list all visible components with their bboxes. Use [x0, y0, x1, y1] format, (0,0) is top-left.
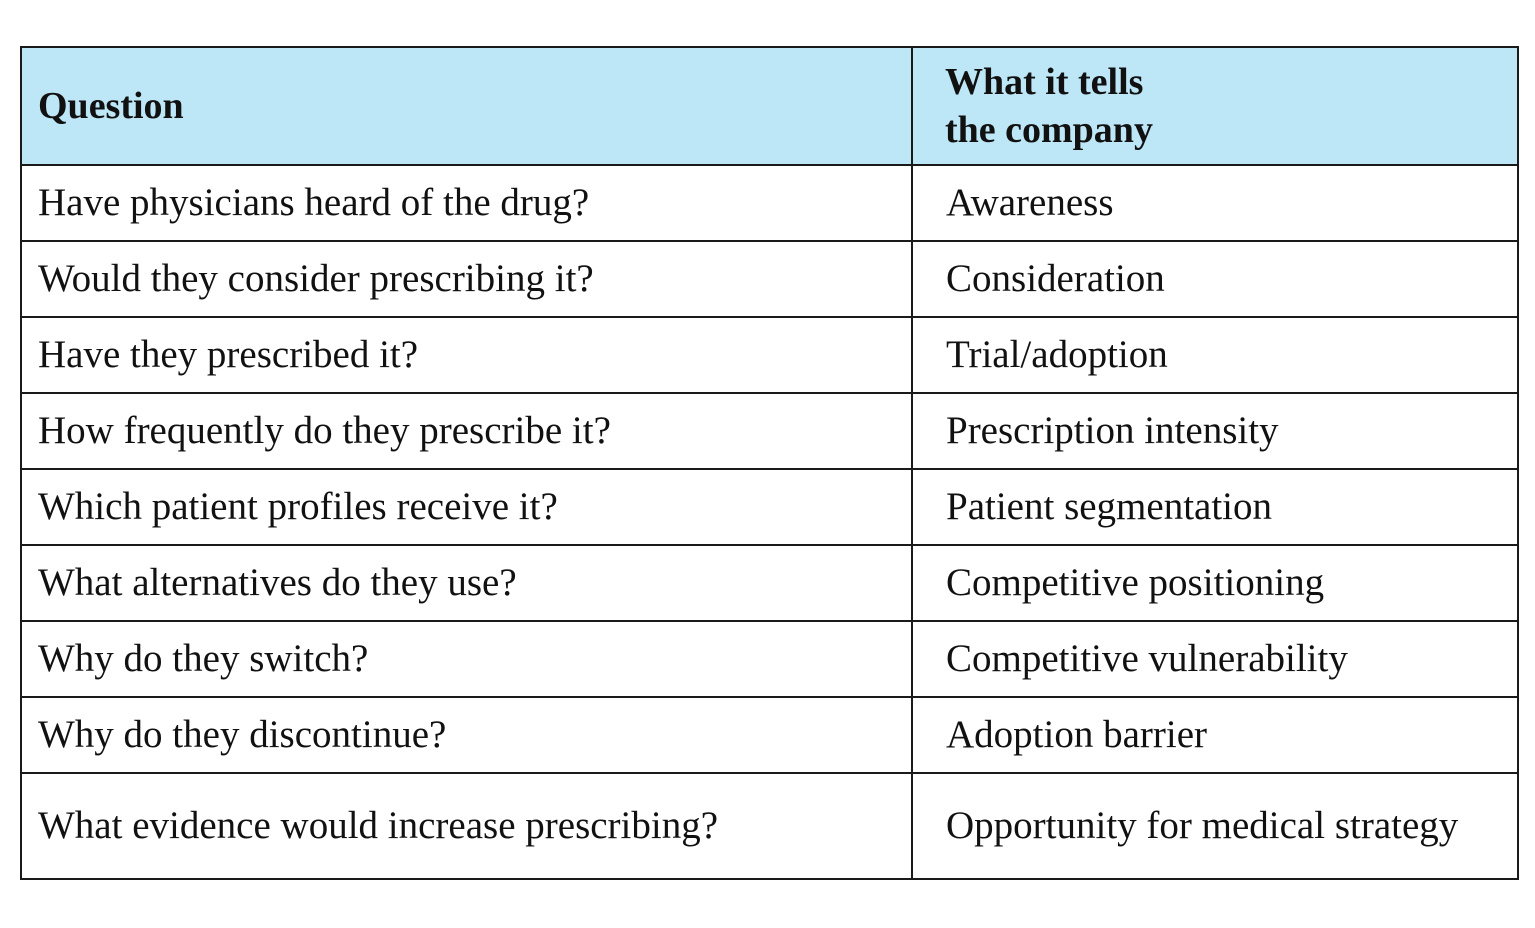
question-cell: Why do they switch?: [20, 620, 913, 698]
question-cell: What alternatives do they use?: [20, 544, 913, 622]
table-row: Have they prescribed it? Trial/adoption: [20, 316, 1519, 394]
header-what-it-tells-line1: What it tells: [945, 61, 1144, 103]
answer-cell: Consideration: [911, 240, 1519, 318]
answer-cell: Awareness: [911, 164, 1519, 242]
question-cell: Have they prescribed it?: [20, 316, 913, 394]
answer-cell: Adoption barrier: [911, 696, 1519, 774]
header-question: Question: [20, 46, 913, 166]
table-row: What alternatives do they use? Competiti…: [20, 544, 1519, 622]
question-cell: How frequently do they prescribe it?: [20, 392, 913, 470]
answer-cell: Competitive vulnerability: [911, 620, 1519, 698]
header-row: Question What it tells the company: [20, 46, 1519, 166]
answer-cell: Opportunity for medical strategy: [911, 772, 1519, 880]
answer-cell: Trial/adoption: [911, 316, 1519, 394]
answer-cell: Competitive positioning: [911, 544, 1519, 622]
table-row: Why do they switch? Competitive vulnerab…: [20, 620, 1519, 698]
question-table-container: Question What it tells the company Have …: [20, 46, 1519, 880]
header-what-it-tells-line2: the company: [945, 109, 1153, 151]
table-header: Question What it tells the company: [20, 46, 1519, 166]
question-cell: Would they consider prescribing it?: [20, 240, 913, 318]
question-cell: Which patient profiles receive it?: [20, 468, 913, 546]
question-cell: What evidence would increase prescribing…: [20, 772, 913, 880]
question-cell: Have physicians heard of the drug?: [20, 164, 913, 242]
table-row: What evidence would increase prescribing…: [20, 772, 1519, 880]
table-row: Why do they discontinue? Adoption barrie…: [20, 696, 1519, 774]
table-row: Which patient profiles receive it? Patie…: [20, 468, 1519, 546]
table-body: Have physicians heard of the drug? Aware…: [20, 164, 1519, 880]
header-what-it-tells: What it tells the company: [911, 46, 1519, 166]
table-row: Would they consider prescribing it? Cons…: [20, 240, 1519, 318]
answer-cell: Patient segmentation: [911, 468, 1519, 546]
question-table: Question What it tells the company Have …: [20, 46, 1519, 880]
table-row: Have physicians heard of the drug? Aware…: [20, 164, 1519, 242]
table-row: How frequently do they prescribe it? Pre…: [20, 392, 1519, 470]
question-cell: Why do they discontinue?: [20, 696, 913, 774]
answer-cell: Prescription intensity: [911, 392, 1519, 470]
